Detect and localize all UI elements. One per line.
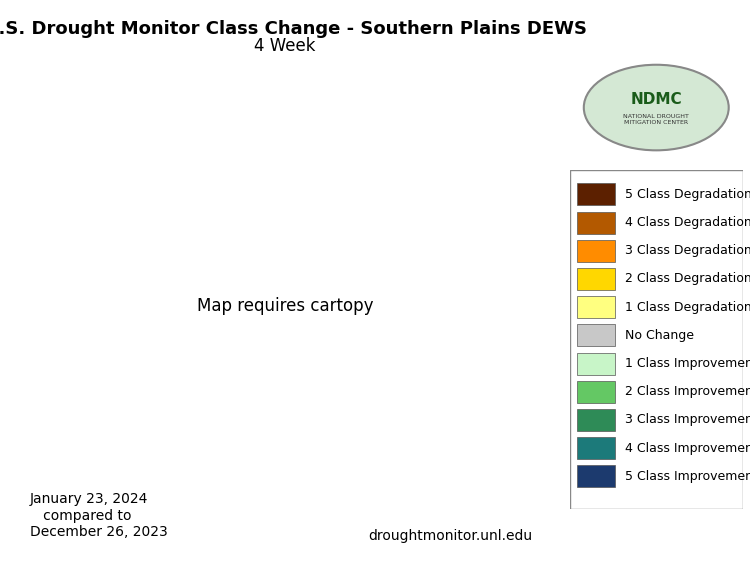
- Text: 3 Class Degradation: 3 Class Degradation: [626, 245, 750, 258]
- Bar: [577, 409, 615, 431]
- Bar: [577, 353, 615, 375]
- Bar: [577, 183, 615, 205]
- Text: NATIONAL DROUGHT
MITIGATION CENTER: NATIONAL DROUGHT MITIGATION CENTER: [623, 114, 689, 125]
- Circle shape: [584, 65, 729, 151]
- Text: 5 Class Improvement: 5 Class Improvement: [626, 470, 750, 483]
- Text: 2 Class Degradation: 2 Class Degradation: [626, 272, 750, 285]
- Text: 1 Class Degradation: 1 Class Degradation: [626, 301, 750, 314]
- Text: Map requires cartopy: Map requires cartopy: [196, 297, 374, 315]
- Bar: [577, 465, 615, 487]
- Bar: [577, 240, 615, 262]
- Text: No Change: No Change: [626, 329, 694, 342]
- Bar: [577, 212, 615, 234]
- Text: NDMC: NDMC: [631, 92, 682, 107]
- Bar: [577, 268, 615, 290]
- Bar: [577, 437, 615, 459]
- Text: 5 Class Degradation: 5 Class Degradation: [626, 188, 750, 201]
- Text: 4 Class Degradation: 4 Class Degradation: [626, 216, 750, 229]
- Bar: [577, 296, 615, 318]
- Text: 1 Class Improvement: 1 Class Improvement: [626, 357, 750, 370]
- Text: January 23, 2024
   compared to
December 26, 2023: January 23, 2024 compared to December 26…: [30, 492, 168, 539]
- Bar: [577, 381, 615, 403]
- Text: 4 Class Improvement: 4 Class Improvement: [626, 441, 750, 454]
- Text: 4 Week: 4 Week: [254, 37, 316, 55]
- Text: droughtmonitor.unl.edu: droughtmonitor.unl.edu: [368, 529, 532, 543]
- Text: U.S. Drought Monitor Class Change - Southern Plains DEWS: U.S. Drought Monitor Class Change - Sout…: [0, 20, 586, 38]
- Text: 3 Class Improvement: 3 Class Improvement: [626, 413, 750, 426]
- Bar: [577, 324, 615, 346]
- Text: 2 Class Improvement: 2 Class Improvement: [626, 385, 750, 398]
